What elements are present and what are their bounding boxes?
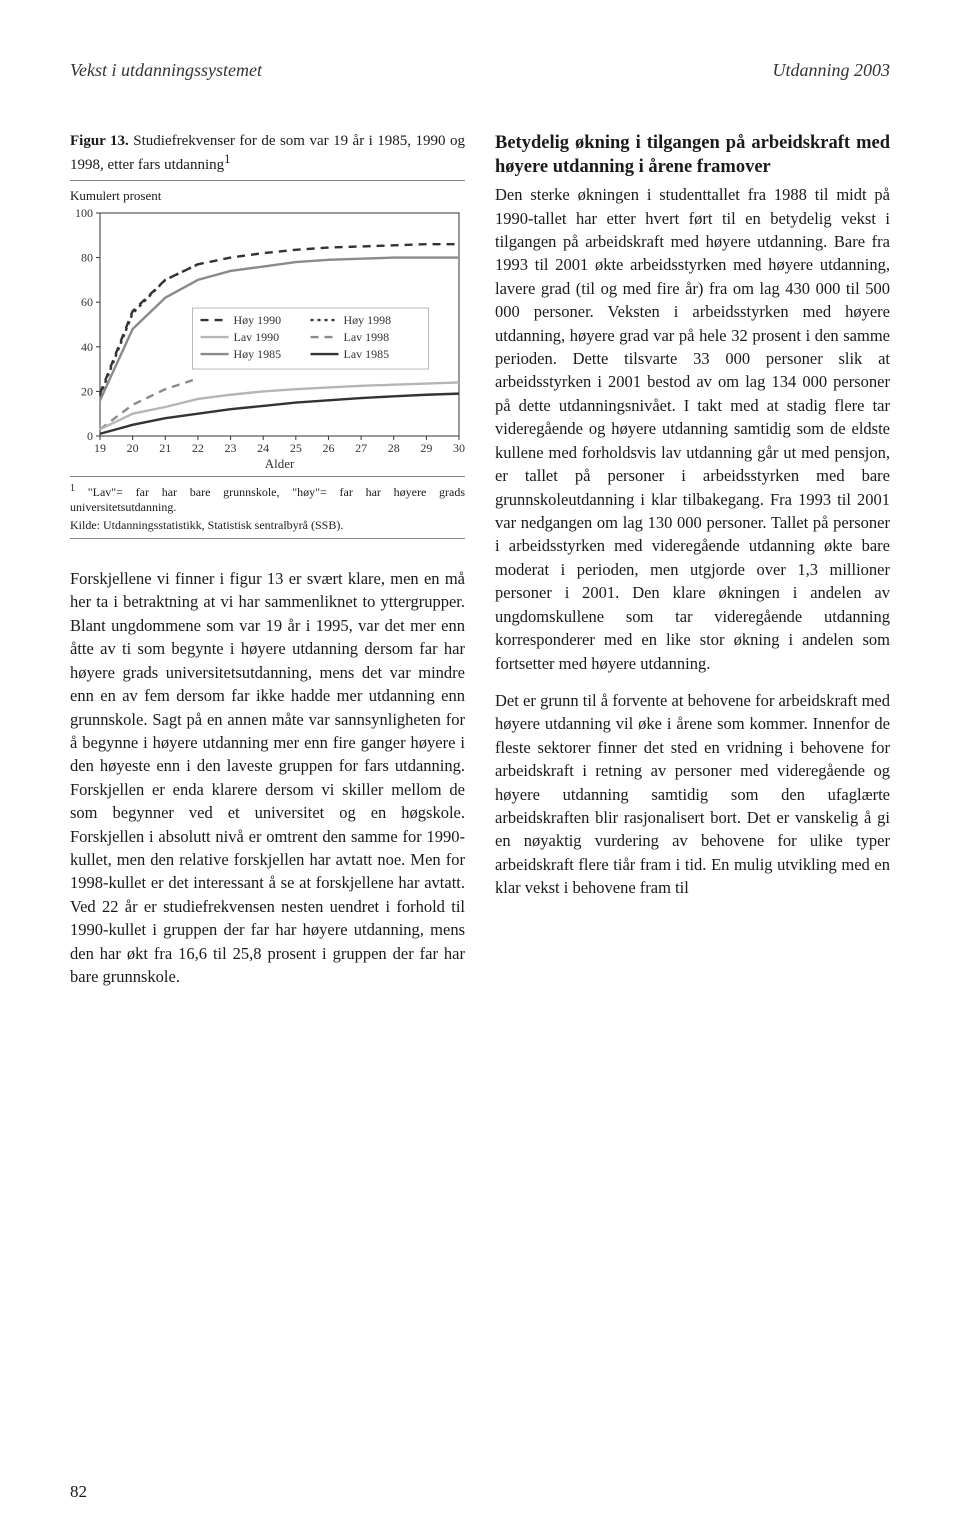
left-body-text: Forskjellene vi finner i figur 13 er svæ…: [70, 567, 465, 989]
svg-text:26: 26: [322, 441, 334, 455]
header-right: Utdanning 2003: [772, 60, 890, 81]
svg-text:Høy 1985: Høy 1985: [234, 347, 282, 361]
figure-13: Figur 13. Studiefrekvenser for de som va…: [70, 131, 465, 539]
right-body-text-1: Den sterke økningen i studenttallet fra …: [495, 183, 890, 675]
figure-rule-end: [70, 538, 465, 539]
chart-container: Kumulert prosent 0 20 40 60 80 100 19 20 21 22 23 2…: [70, 187, 465, 472]
footnote-text: "Lav"= far har bare grunnskole, "høy"= f…: [70, 485, 465, 514]
paragraph-gap: [495, 675, 890, 689]
svg-text:22: 22: [192, 441, 204, 455]
svg-text:24: 24: [257, 441, 269, 455]
y-axis-label: Kumulert prosent: [70, 187, 465, 205]
svg-text:Høy 1998: Høy 1998: [344, 313, 392, 327]
svg-text:100: 100: [75, 207, 93, 220]
svg-text:60: 60: [81, 295, 93, 309]
figure-footnote: 1 "Lav"= far har bare grunnskole, "høy"=…: [70, 483, 465, 515]
page-number: 82: [70, 1482, 87, 1502]
svg-text:20: 20: [81, 384, 93, 398]
figure-caption: Figur 13. Studiefrekvenser for de som va…: [70, 131, 465, 176]
svg-text:Lav 1998: Lav 1998: [344, 330, 390, 344]
figure-rule-bottom: [70, 476, 465, 477]
svg-text:27: 27: [355, 441, 367, 455]
svg-text:29: 29: [420, 441, 432, 455]
figure-rule-top: [70, 180, 465, 181]
section-heading: Betydelig økning i tilgangen på arbeidsk…: [495, 131, 890, 179]
svg-text:20: 20: [127, 441, 139, 455]
svg-text:0: 0: [87, 429, 93, 443]
svg-text:23: 23: [225, 441, 237, 455]
figure-caption-sup: 1: [224, 152, 230, 166]
svg-text:Alder: Alder: [265, 456, 295, 471]
right-column: Betydelig økning i tilgangen på arbeidsk…: [495, 131, 890, 989]
header-left: Vekst i utdanningssystemet: [70, 60, 262, 81]
figure-number: Figur 13.: [70, 133, 129, 149]
svg-text:Høy 1990: Høy 1990: [234, 313, 282, 327]
line-chart: 0 20 40 60 80 100 19 20 21 22 23 24 25 26 27 28 29 30 Alde…: [70, 207, 465, 472]
svg-text:30: 30: [453, 441, 465, 455]
svg-text:Lav 1990: Lav 1990: [234, 330, 280, 344]
figure-title: Studiefrekvenser for de som var 19 år i …: [70, 133, 465, 173]
left-column: Figur 13. Studiefrekvenser for de som va…: [70, 131, 465, 989]
svg-text:Lav 1985: Lav 1985: [344, 347, 390, 361]
two-column-layout: Figur 13. Studiefrekvenser for de som va…: [70, 131, 890, 989]
svg-text:28: 28: [388, 441, 400, 455]
svg-text:25: 25: [290, 441, 302, 455]
right-body-text-2: Det er grunn til å forvente at behovene …: [495, 689, 890, 900]
svg-text:19: 19: [94, 441, 106, 455]
svg-text:21: 21: [159, 441, 171, 455]
figure-source: Kilde: Utdanningsstatistikk, Statistisk …: [70, 517, 465, 534]
svg-text:40: 40: [81, 340, 93, 354]
running-header: Vekst i utdanningssystemet Utdanning 200…: [70, 60, 890, 81]
svg-text:80: 80: [81, 251, 93, 265]
